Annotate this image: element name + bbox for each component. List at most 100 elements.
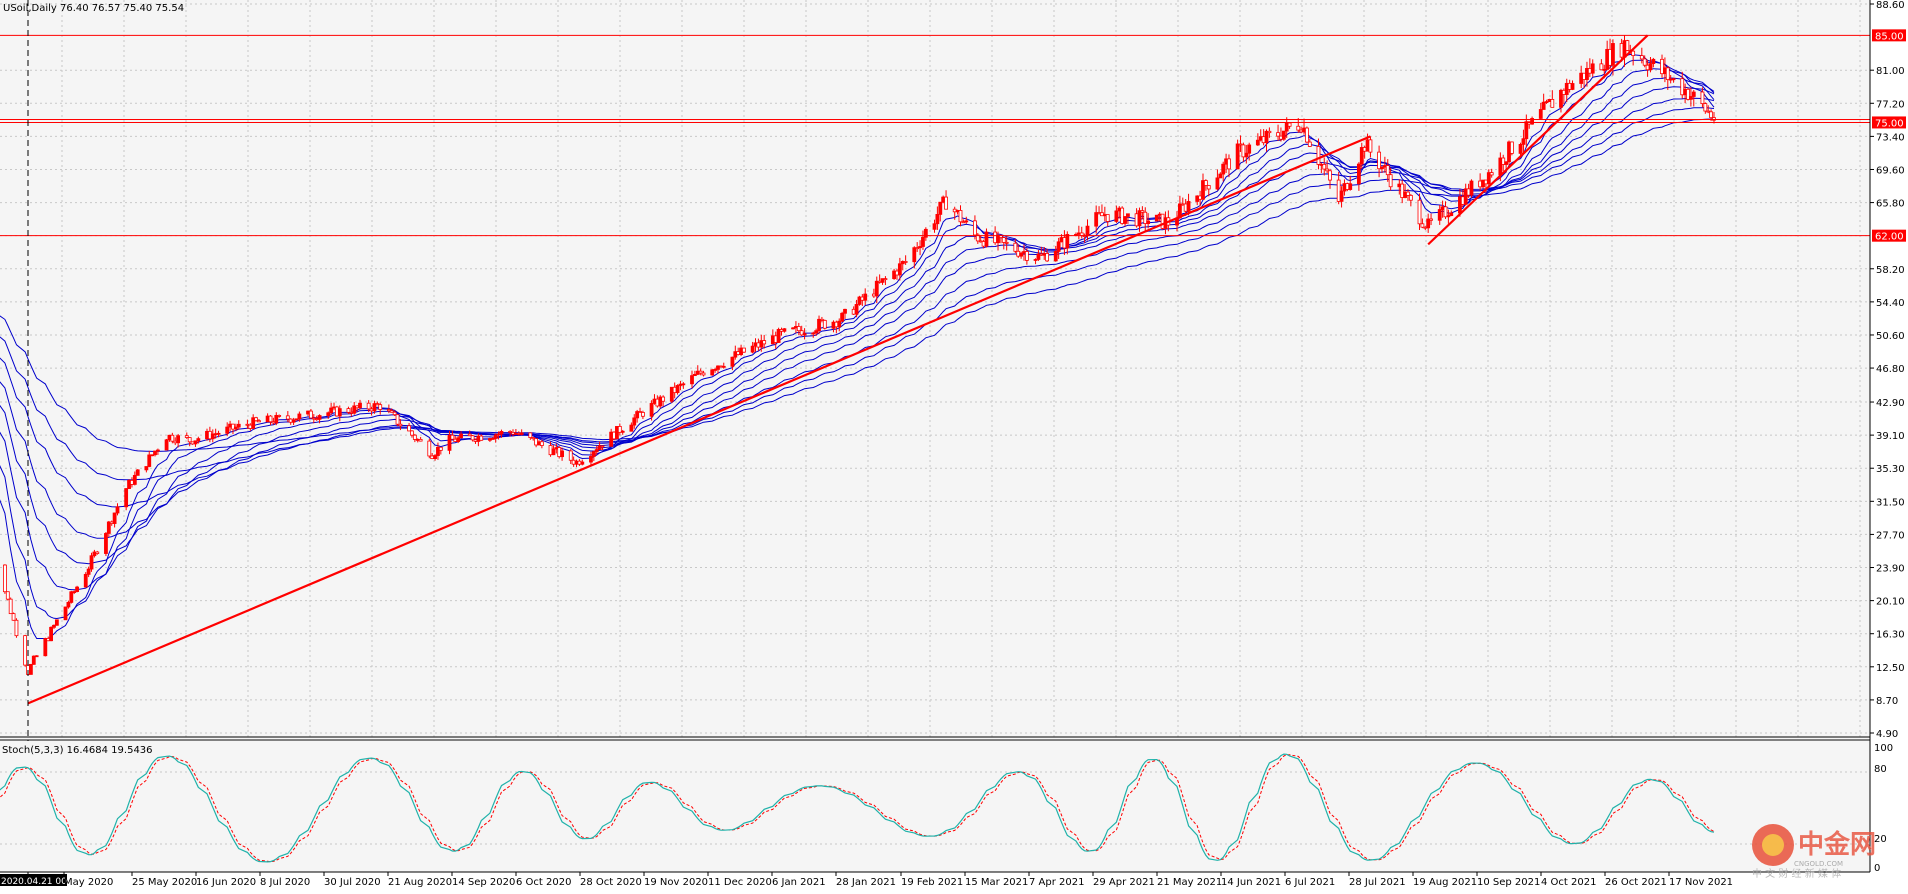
candle-body	[519, 432, 524, 435]
candle-body	[326, 412, 331, 416]
candle-body	[1590, 63, 1595, 74]
candle-body	[1469, 180, 1474, 196]
candle-body	[817, 318, 821, 332]
trendlines[interactable]	[27, 34, 1649, 705]
candle-body	[874, 280, 879, 297]
candle-body	[193, 440, 198, 445]
x-tick-26: 17 Nov 2021	[1669, 877, 1733, 888]
candle-body	[184, 435, 189, 438]
x-tick-18: 21 May 2021	[1157, 877, 1222, 888]
x-tick-12: 6 Jan 2021	[772, 877, 826, 888]
y-tick-54.40: 54.40	[1876, 298, 1905, 309]
candle-body	[1154, 214, 1159, 222]
candle-body	[14, 619, 19, 637]
x-tick-5: 30 Jul 2020	[324, 877, 381, 888]
chart-title: USoil,Daily 76.40 76.57 75.40 75.54	[3, 3, 184, 14]
candle-body	[820, 318, 824, 321]
candle-body	[857, 296, 862, 305]
x-tick-22: 19 Aug 2021	[1413, 877, 1477, 888]
candle-body	[1227, 158, 1231, 170]
candle-body	[1538, 109, 1543, 119]
candle-body	[1065, 234, 1070, 249]
candle-body	[661, 396, 666, 402]
ma-line-21	[0, 68, 1715, 591]
watermark-cn: 中金网	[1798, 829, 1876, 860]
candle-body	[395, 414, 400, 425]
candle-body	[762, 340, 767, 345]
candle-body	[1264, 130, 1269, 144]
candle-body	[412, 434, 417, 440]
x-tick-13: 28 Jan 2021	[836, 877, 896, 888]
candle-body	[1509, 141, 1514, 154]
candle-body	[1244, 152, 1249, 158]
candle-body	[1400, 183, 1405, 198]
y-tick-35.30: 35.30	[1876, 464, 1905, 475]
candle-body	[72, 591, 77, 593]
y-tick-31.50: 31.50	[1876, 497, 1905, 508]
candle-body	[1709, 111, 1713, 119]
candle-body	[366, 402, 371, 410]
candle-body	[410, 430, 414, 436]
candle-body	[791, 327, 795, 330]
crosshair-date-badge	[0, 874, 67, 886]
candle-body	[1703, 103, 1708, 112]
candle-body	[1665, 67, 1670, 80]
candle-body	[1449, 212, 1454, 216]
x-tick-23: 10 Sep 2021	[1477, 877, 1540, 888]
candle-body	[176, 435, 181, 444]
candle-body	[629, 424, 634, 432]
candle-body	[447, 434, 452, 451]
candle-body	[973, 220, 977, 236]
candle-body	[528, 432, 533, 438]
candle-body	[427, 440, 432, 457]
stoch-tick-100: 100	[1874, 743, 1893, 754]
x-tick-21: 28 Jul 2021	[1349, 877, 1406, 888]
candle-body	[1420, 223, 1425, 228]
candle-body	[1611, 43, 1615, 66]
candle-body	[1639, 55, 1644, 60]
candle-body	[63, 606, 68, 621]
candle-body	[1700, 91, 1705, 105]
candle-body	[822, 319, 827, 329]
candle-body	[1114, 210, 1119, 222]
y-tick-27.70: 27.70	[1876, 530, 1905, 541]
candle-body	[1443, 206, 1448, 218]
candle-body	[254, 417, 258, 422]
candle-body	[5, 591, 10, 600]
candle-body	[710, 369, 715, 376]
candle-body	[883, 278, 888, 281]
candle-body	[52, 624, 56, 628]
candle-body	[600, 445, 605, 448]
candle-body	[233, 426, 238, 430]
candle-body	[958, 210, 963, 223]
candle-body	[8, 598, 13, 615]
candle-body	[1123, 216, 1127, 224]
candle-body	[144, 466, 149, 471]
candle-body	[210, 433, 215, 440]
candle-body	[1712, 117, 1716, 121]
candle-body	[69, 591, 74, 603]
candle-body	[115, 506, 120, 514]
candle-body	[1602, 69, 1607, 71]
level-badge-62.00	[1872, 229, 1906, 242]
candle-body	[407, 425, 411, 432]
x-tick-19: 14 Jun 2021	[1221, 877, 1281, 888]
candle-body	[580, 461, 585, 465]
ma-line-90	[0, 118, 1714, 452]
candle-body	[23, 635, 28, 666]
candle-body	[86, 568, 91, 575]
candle-body	[1140, 210, 1145, 213]
candle-body	[1550, 99, 1555, 108]
candle-body	[1530, 118, 1535, 125]
candle-body	[112, 512, 117, 524]
candle-body	[1368, 139, 1373, 153]
candle-body	[811, 332, 816, 335]
candle-body	[164, 439, 169, 451]
x-tick-7: 14 Sep 2020	[452, 877, 515, 888]
y-tick-81.00: 81.00	[1876, 66, 1905, 77]
candle-body	[225, 426, 230, 434]
candle-body	[375, 403, 380, 406]
candle-body	[34, 655, 39, 658]
y-tick-73.40: 73.40	[1876, 132, 1905, 143]
